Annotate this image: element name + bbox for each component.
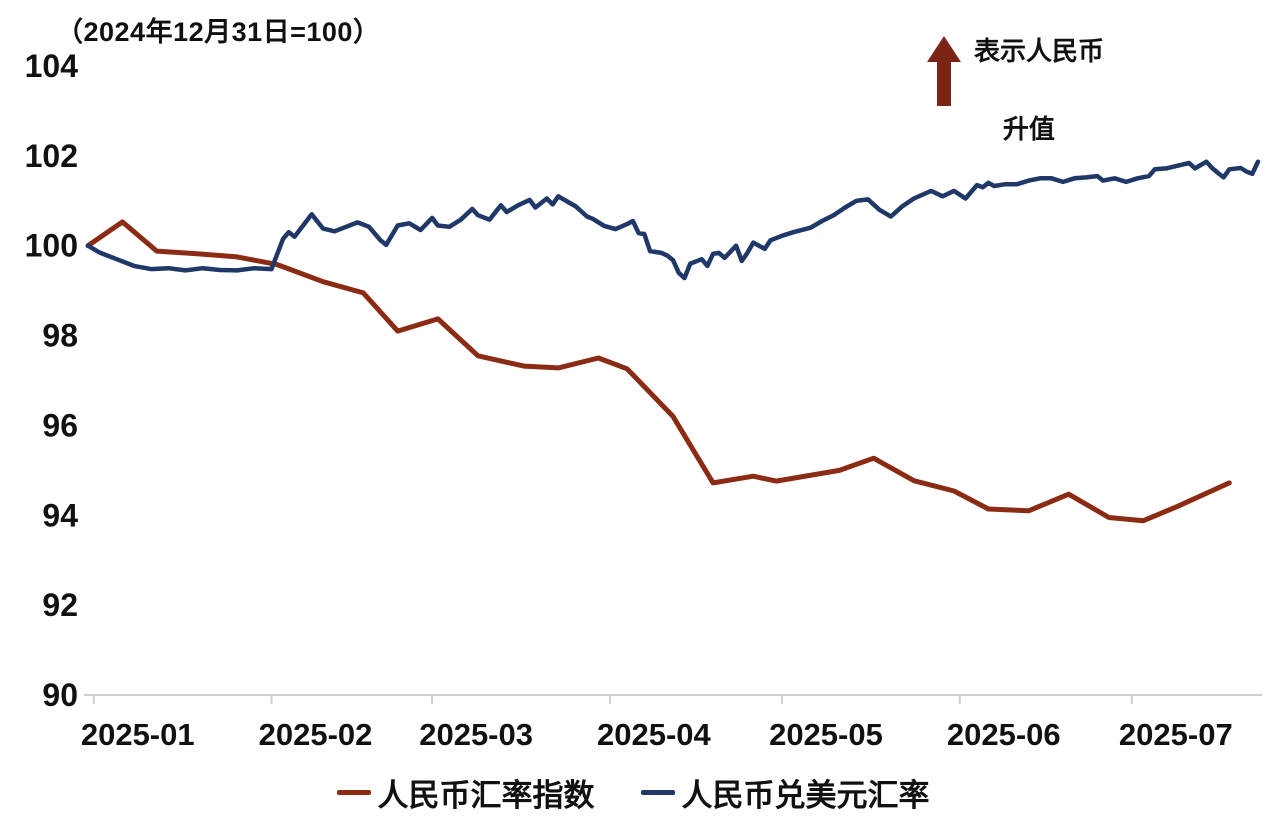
x-axis-label: 2025-04: [597, 717, 712, 752]
rmb-usd-label: 人民币兑美元汇率: [681, 778, 930, 813]
y-axis-label: 104: [25, 48, 79, 84]
x-axis-label: 2025-06: [947, 717, 1061, 752]
annotation-line2: 升值: [1002, 114, 1055, 144]
rmb-usd-line-swatch: [640, 790, 675, 795]
series-line-0: [85, 219, 1232, 524]
y-axis-label: 102: [25, 138, 78, 174]
x-axis-label: 2025-02: [259, 717, 373, 752]
up-arrow-stem: [937, 62, 951, 106]
annotation-text: 表示人民币 升值: [974, 32, 1104, 149]
y-axis-label: 100: [25, 228, 78, 264]
series-line-1: [85, 159, 1261, 281]
x-axis-label: 2025-01: [81, 717, 195, 752]
appreciation-annotation: 表示人民币 升值: [926, 32, 1104, 149]
rmb-index-line-swatch: [336, 790, 371, 795]
up-arrow-icon: [926, 36, 962, 106]
annotation-line1: 表示人民币: [974, 36, 1105, 66]
y-axis-label: 94: [42, 497, 78, 533]
y-axis-label: 98: [42, 318, 78, 354]
y-axis-label: 92: [42, 587, 78, 623]
x-axis-label: 2025-03: [419, 717, 533, 752]
up-arrow-head: [927, 36, 961, 62]
chart-legend: 人民币汇率指数 人民币兑美元汇率: [0, 770, 1266, 815]
legend-item-rmb-index: 人民币汇率指数: [336, 770, 595, 815]
x-axis-label: 2025-05: [769, 717, 883, 752]
legend-item-rmb-usd: 人民币兑美元汇率: [640, 770, 930, 815]
rmb-index-label: 人民币汇率指数: [377, 778, 595, 813]
chart-title: （2024年12月31日=100）: [56, 17, 381, 47]
y-axis-label: 96: [42, 407, 78, 443]
y-axis-label: 90: [42, 677, 78, 713]
x-axis-label: 2025-07: [1119, 717, 1233, 752]
